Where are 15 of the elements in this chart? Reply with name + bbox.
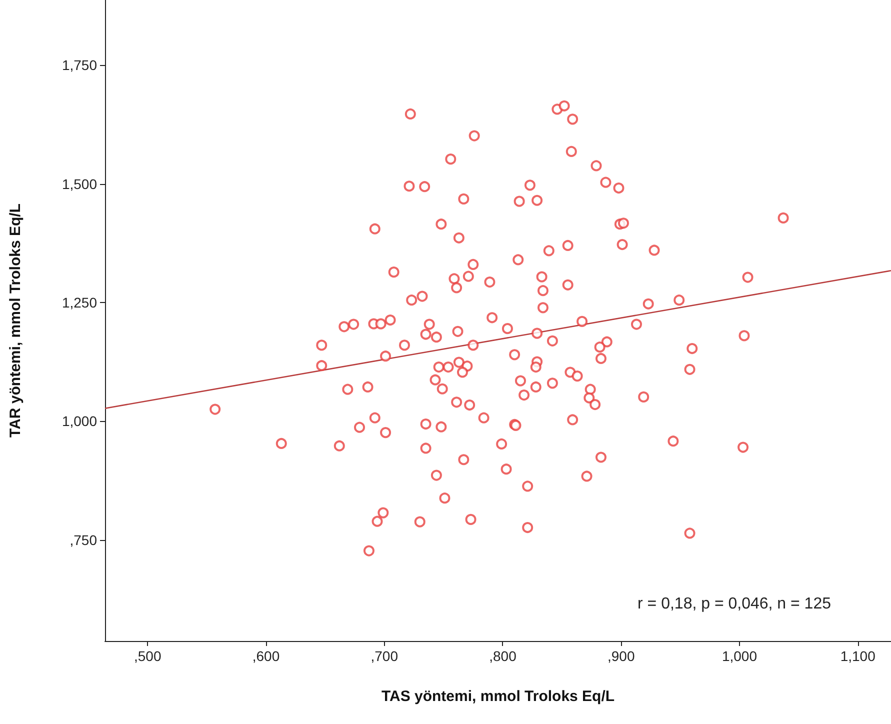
y-tick-label: 1,500 <box>62 176 98 192</box>
x-tick-label: 1,000 <box>722 648 758 664</box>
y-tick-label: 1,250 <box>62 294 98 310</box>
annotation: r = 0,18, p = 0,046, n = 125 <box>638 596 832 612</box>
x-axis-title: TAS yöntemi, mmol Troloks Eq/L <box>381 688 615 705</box>
y-tick-label: 1,750 <box>62 57 98 74</box>
y-tick-label: 1,000 <box>62 413 98 430</box>
y-axis-title: TAR yöntemi, mmol Troloks Eq/L <box>7 204 24 438</box>
y-tick-label: ,750 <box>70 532 98 548</box>
x-tick-label: ,800 <box>489 648 517 664</box>
x-tick-label: ,900 <box>607 648 635 664</box>
x-tick-label: ,500 <box>134 648 162 664</box>
x-tick-label: ,600 <box>252 648 280 664</box>
x-tick-label: 1,100 <box>840 648 876 664</box>
x-tick-label: ,700 <box>370 648 398 664</box>
